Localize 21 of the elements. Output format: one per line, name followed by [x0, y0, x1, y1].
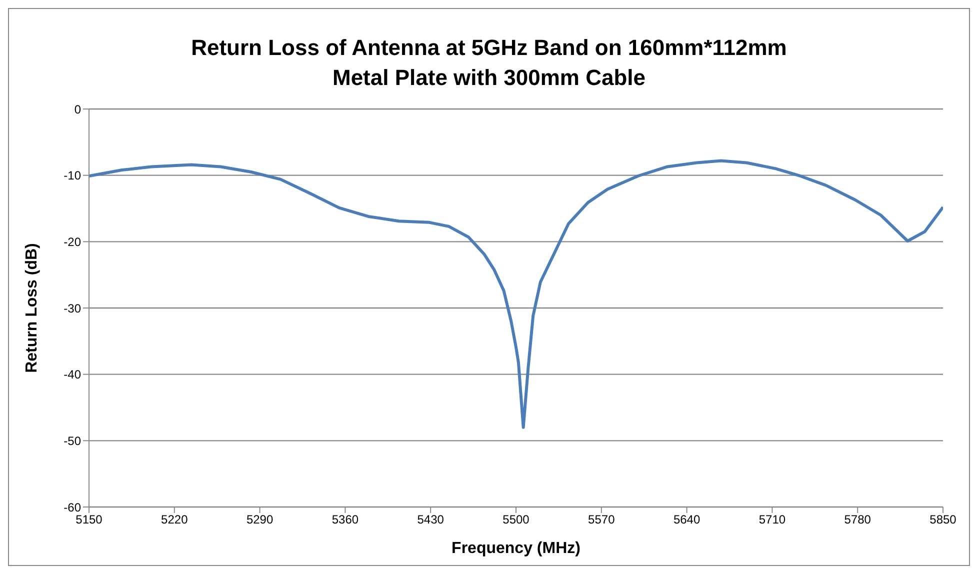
x-tick-label: 5220	[161, 512, 188, 527]
x-axis-title: Frequency (MHz)	[452, 540, 580, 557]
x-tick-label: 5290	[246, 512, 274, 527]
y-tick-label: -20	[64, 234, 82, 249]
y-tick-label: -50	[64, 434, 82, 448]
x-tick-label: 5570	[588, 512, 616, 527]
y-tick-label: -10	[64, 168, 82, 183]
chart-title: Return Loss of Antenna at 5GHz Band on 160mm*112mm Metal Plate with 300mm Cable	[190, 34, 788, 92]
y-tick-label: 0	[74, 102, 82, 116]
y-tick-label: -40	[64, 368, 82, 382]
x-tick-label: 5850	[930, 512, 957, 527]
x-tick-label: 5500	[502, 512, 530, 527]
x-tick-label: 5430	[417, 512, 444, 527]
y-axis-title: Return Loss (dB)	[24, 243, 41, 373]
x-tick-label: 5780	[844, 512, 872, 527]
x-tick-label: 5360	[332, 512, 359, 527]
x-tick-label: 5710	[758, 512, 786, 527]
x-tick-label: 5150	[76, 512, 103, 527]
y-tick-label: -60	[64, 500, 82, 514]
x-tick-label: 5640	[673, 512, 700, 527]
y-tick-label: -30	[64, 301, 82, 316]
